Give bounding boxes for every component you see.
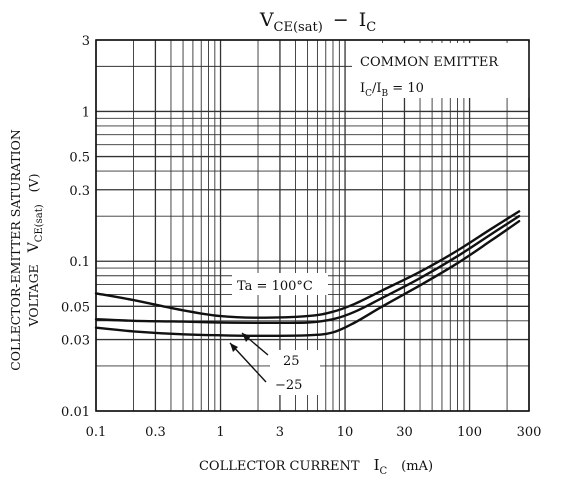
y-tick-label: 3 [82,34,90,49]
y-tick-label: 0.3 [69,184,90,199]
x-axis-label: COLLECTOR CURRENT IC (mA) [199,456,433,477]
label-minus-25: −25 [275,378,302,393]
series-line-2 [94,220,521,338]
series-group [94,210,521,338]
y-axis-label-line-2: VOLTAGEVCE(sat)(V) [26,174,45,328]
ta-label: Ta = 100°C [237,279,313,294]
x-tick-label: 1 [216,425,224,440]
x-tick-label: 30 [396,425,413,440]
x-tick-label: 10 [337,425,354,440]
tick-labels: 0.1 0.3 1 3 10 30 100 300 0.01 0.03 0.05 0.1 0.3 0.5 1… [61,34,541,440]
x-tick-label: 300 [517,425,542,440]
leader-arrow-minus-25 [230,343,238,352]
x-tick-label: 0.1 [86,425,107,440]
series-line-1 [94,214,521,325]
x-tick-label: 0.3 [145,425,166,440]
y-tick-label: 0.05 [61,300,90,315]
x-tick-label: 100 [457,425,482,440]
condition-line-2: IC/IB = 10 [360,81,424,99]
chart-title: VCE(sat) − IC [259,9,376,35]
series-line-0 [94,210,521,319]
y-tick-label: 0.5 [69,151,90,166]
leader-arrow-25 [242,333,251,342]
leader-line-minus-25 [229,342,267,383]
y-tick-label: 1 [82,105,90,120]
condition-box-bg [352,43,545,98]
label-25: 25 [283,354,300,369]
y-tick-label: 0.01 [61,405,90,420]
y-axis-label-line-1: COLLECTOR-EMITTER SATURATION [8,129,23,371]
y-tick-label: 0.1 [69,255,90,270]
y-tick-label: 0.03 [61,334,90,349]
condition-line-1: COMMON EMITTER [360,55,499,70]
plot-frame [95,39,530,412]
ta-label-bg [232,273,328,295]
x-tick-label: 3 [276,425,284,440]
label-25-bg [270,350,320,395]
